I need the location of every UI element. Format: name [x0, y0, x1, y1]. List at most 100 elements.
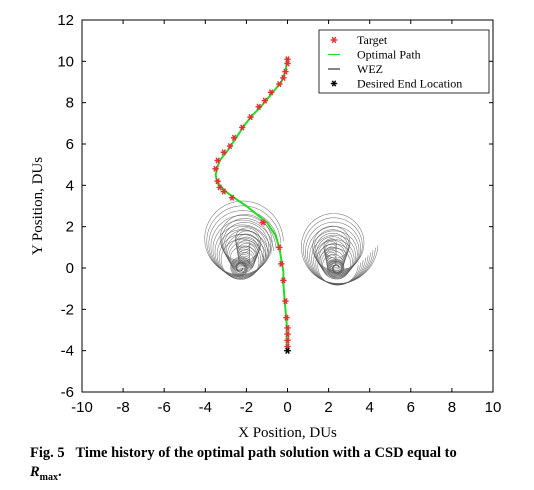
- x-tick-label: -2: [240, 399, 253, 416]
- caption-text: Time history of the optimal path solutio…: [75, 445, 457, 461]
- target-marker: [220, 149, 227, 156]
- y-tick-label: 2: [66, 219, 74, 236]
- wez-curves: [204, 200, 379, 286]
- target-marker: [214, 157, 221, 164]
- star-stroke: [285, 60, 290, 67]
- star-stroke: [285, 331, 290, 338]
- y-tick-label: 6: [66, 136, 74, 153]
- target-marker: [283, 314, 290, 321]
- target-marker: [282, 68, 289, 75]
- target-marker: [284, 337, 291, 344]
- star-stroke: [277, 80, 282, 88]
- desired-end-dot: [285, 349, 290, 353]
- target-marker: [255, 103, 262, 110]
- wez-line: [326, 259, 350, 280]
- star-stroke: [279, 260, 284, 267]
- caption-label: Fig. 5: [30, 445, 65, 461]
- y-tick-label: -4: [61, 343, 74, 360]
- wez-line: [216, 229, 269, 279]
- legend-label: Optimal Path: [357, 48, 421, 62]
- wez-line: [301, 213, 379, 284]
- axes: -10 -8 -6 -4 -2 0 2 4 6 8 10 -6 -4 -2 0 2 4 6 8 10 12: [57, 12, 501, 416]
- target-marker: [280, 74, 287, 81]
- target-marker: [282, 297, 289, 305]
- wez-line: [220, 238, 264, 280]
- caption-subscript: max: [39, 471, 59, 483]
- star-stroke: [260, 219, 266, 226]
- legend-box: [318, 29, 490, 94]
- star-stroke: [240, 124, 245, 131]
- star-stroke: [215, 157, 220, 164]
- star-stroke: [256, 103, 261, 110]
- caption-symbol: R: [30, 464, 40, 480]
- legend-label: WEZ: [357, 62, 383, 76]
- x-tick-label: -4: [199, 399, 212, 416]
- target-marker: [276, 80, 283, 88]
- target-marker: [284, 331, 291, 338]
- wez-line: [307, 226, 371, 285]
- x-tick-label: 2: [324, 399, 332, 416]
- x-tick-label: 6: [407, 399, 415, 416]
- target-marker: [284, 60, 291, 67]
- star-stroke: [277, 244, 282, 251]
- star-stroke: [229, 194, 235, 201]
- star-stroke: [227, 142, 233, 150]
- caption-end: .: [58, 464, 62, 480]
- target-legend-marker: [330, 36, 338, 44]
- star-stroke: [221, 149, 227, 156]
- target-marker: [239, 124, 246, 131]
- star-stroke: [283, 297, 288, 305]
- target-marker: [261, 97, 269, 104]
- legend-label: Desired End Location: [357, 77, 462, 91]
- x-tick-label: -8: [116, 399, 129, 416]
- target-marker: [280, 277, 287, 284]
- wez-line: [317, 247, 359, 286]
- star-stroke: [268, 89, 274, 96]
- target-marker: [278, 260, 285, 267]
- star-stroke: [217, 184, 222, 191]
- star-stroke: [331, 80, 337, 87]
- star-stroke: [213, 165, 218, 172]
- star-stroke: [331, 36, 337, 44]
- star-stroke: [281, 74, 286, 81]
- star-stroke: [231, 134, 237, 141]
- figure-caption: Fig. 5 Time history of the optimal path …: [30, 444, 520, 487]
- wez-line: [315, 243, 361, 286]
- y-tick-label: 12: [57, 12, 74, 29]
- x-tick-label: -6: [158, 399, 171, 416]
- end-location-legend-marker: [330, 80, 338, 87]
- target-marker: [267, 89, 275, 96]
- target-marker: [284, 324, 291, 332]
- wez-line: [303, 217, 376, 284]
- chart: -10 -8 -6 -4 -2 0 2 4 6 8 10 -6 -4 -2 0 2 4 6 8 10 12 X Posi…: [30, 12, 501, 440]
- y-tick-label: -6: [61, 384, 74, 401]
- y-tick-label: -2: [61, 301, 74, 318]
- x-tick-label: 4: [366, 399, 374, 416]
- y-axis-label: Y Position, DUs: [30, 157, 46, 255]
- x-tick-label: -10: [71, 399, 93, 416]
- target-marker: [226, 142, 234, 150]
- y-tick-label: 10: [57, 53, 74, 70]
- x-axis-label: X Position, DUs: [238, 425, 337, 440]
- star-stroke: [285, 337, 290, 344]
- star-stroke: [221, 188, 227, 195]
- y-tick-label: 8: [66, 95, 74, 112]
- wez-line: [313, 239, 364, 286]
- target-marker: [220, 188, 227, 195]
- x-tick-label: 8: [448, 399, 456, 416]
- target-marker: [247, 114, 254, 121]
- target-marker: [212, 165, 219, 172]
- target-markers: [212, 56, 291, 354]
- x-tick-label: 10: [485, 399, 502, 416]
- target-marker: [216, 184, 223, 191]
- target-marker: [259, 219, 267, 226]
- target-marker: [276, 244, 283, 251]
- star-stroke: [262, 97, 268, 104]
- star-stroke: [215, 178, 220, 185]
- y-tick-label: 4: [66, 177, 74, 194]
- legend-label: Target: [357, 33, 388, 47]
- star-stroke: [283, 68, 288, 75]
- wez-line: [230, 256, 253, 277]
- star-stroke: [248, 114, 253, 121]
